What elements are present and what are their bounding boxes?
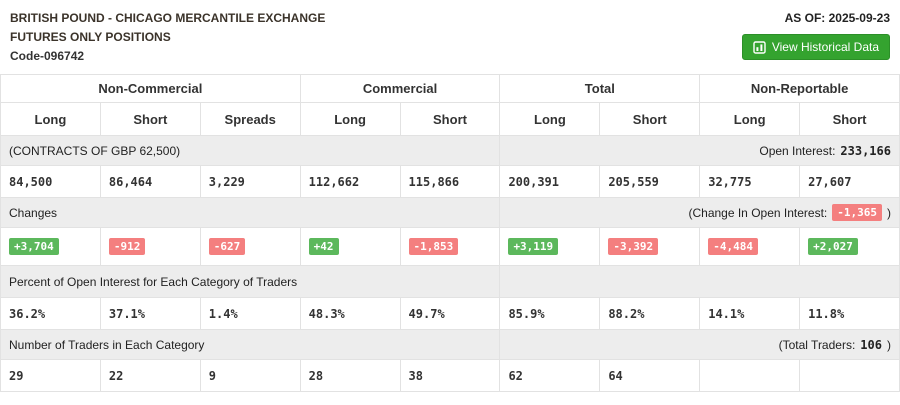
open-interest-value: 233,166 — [840, 143, 891, 158]
group-header-non-reportable: Non-Reportable — [700, 75, 900, 103]
change-cell: +3,704 — [1, 228, 101, 266]
group-header-total: Total — [500, 75, 701, 103]
change-cell: -3,392 — [600, 228, 701, 266]
changes-label: Changes — [1, 198, 501, 228]
column-header: Short — [600, 103, 701, 136]
position-cell: 115,866 — [400, 166, 501, 198]
traders-cell-empty — [700, 360, 801, 392]
traders-cell-empty — [800, 360, 900, 392]
column-header: Long — [1, 103, 101, 136]
percent-cell: 36.2% — [1, 298, 101, 330]
change-badge: -627 — [208, 238, 246, 255]
percent-cell: 14.1% — [700, 298, 801, 330]
change-in-open-interest-row: (Change In Open Interest: -1,365 ) — [500, 198, 900, 228]
percent-cell: 37.1% — [100, 298, 201, 330]
page-header: BRITISH POUND - CHICAGO MERCANTILE EXCHA… — [0, 0, 900, 70]
percent-cell: 1.4% — [200, 298, 301, 330]
position-cell: 27,607 — [800, 166, 900, 198]
percent-label-filler — [500, 266, 900, 298]
position-cell: 3,229 — [200, 166, 301, 198]
contracts-note: (CONTRACTS OF GBP 62,500) — [1, 136, 501, 166]
percent-cell: 88.2% — [600, 298, 701, 330]
contract-code: Code-096742 — [10, 49, 85, 64]
as-of-date: AS OF: 2025-09-23 — [784, 11, 890, 25]
position-cell: 32,775 — [700, 166, 801, 198]
chart-icon — [753, 40, 766, 54]
position-cell: 86,464 — [100, 166, 201, 198]
page-title-line1: BRITISH POUND - CHICAGO MERCANTILE EXCHA… — [10, 11, 326, 25]
position-cell: 112,662 — [300, 166, 401, 198]
traders-cell: 38 — [400, 360, 501, 392]
change-badge: +42 — [308, 238, 339, 255]
change-cell: +3,119 — [500, 228, 601, 266]
change-cell: -627 — [200, 228, 301, 266]
change-in-oi-value: -1,365 — [832, 204, 882, 221]
total-traders-row: (Total Traders: 106 ) — [500, 330, 900, 360]
traders-cell: 28 — [300, 360, 401, 392]
traders-cell: 62 — [500, 360, 601, 392]
percent-label: Percent of Open Interest for Each Catego… — [1, 266, 501, 298]
cot-table: Non-Commercial Commercial Total Non-Repo… — [0, 74, 900, 392]
change-badge: +2,027 — [808, 238, 858, 255]
change-badge: -3,392 — [608, 238, 659, 255]
percent-cell: 49.7% — [400, 298, 501, 330]
open-interest-label: Open Interest: — [759, 143, 836, 158]
change-badge: -1,853 — [408, 238, 459, 255]
change-badge: -912 — [108, 238, 146, 255]
traders-cell: 22 — [100, 360, 201, 392]
group-header-commercial: Commercial — [300, 75, 501, 103]
change-in-oi-suffix: ) — [886, 205, 891, 220]
open-interest-row: Open Interest: 233,166 — [500, 136, 900, 166]
column-header: Long — [500, 103, 601, 136]
change-badge: +3,704 — [9, 238, 59, 255]
column-header: Short — [100, 103, 201, 136]
header-right: AS OF: 2025-09-23 View Historical Data — [741, 9, 890, 60]
group-header-non-commercial: Non-Commercial — [1, 75, 301, 103]
percent-cell: 85.9% — [500, 298, 601, 330]
column-header: Spreads — [200, 103, 301, 136]
column-header: Short — [400, 103, 501, 136]
position-cell: 84,500 — [1, 166, 101, 198]
change-cell: +2,027 — [800, 228, 900, 266]
title-block: BRITISH POUND - CHICAGO MERCANTILE EXCHA… — [10, 9, 325, 63]
view-historical-data-label: View Historical Data — [771, 40, 879, 54]
view-historical-data-button[interactable]: View Historical Data — [741, 34, 890, 60]
column-header: Short — [800, 103, 900, 136]
change-cell: -4,484 — [700, 228, 801, 266]
column-header: Long — [300, 103, 401, 136]
total-traders-suffix: ) — [886, 337, 891, 352]
total-traders-value: 106 — [860, 337, 882, 352]
change-cell: -912 — [100, 228, 201, 266]
change-cell: -1,853 — [400, 228, 501, 266]
position-cell: 200,391 — [500, 166, 601, 198]
traders-cell: 64 — [600, 360, 701, 392]
change-badge: -4,484 — [708, 238, 758, 255]
traders-cell: 9 — [200, 360, 301, 392]
page-title-line2: FUTURES ONLY POSITIONS — [10, 29, 171, 44]
change-in-oi-prefix: (Change In Open Interest: — [688, 205, 828, 220]
total-traders-prefix: (Total Traders: — [778, 337, 856, 352]
traders-label: Number of Traders in Each Category — [1, 330, 501, 360]
change-badge: +3,119 — [508, 238, 559, 255]
column-header: Long — [700, 103, 801, 136]
traders-cell: 29 — [1, 360, 101, 392]
percent-cell: 11.8% — [800, 298, 900, 330]
percent-cell: 48.3% — [300, 298, 401, 330]
change-cell: +42 — [300, 228, 401, 266]
position-cell: 205,559 — [600, 166, 701, 198]
